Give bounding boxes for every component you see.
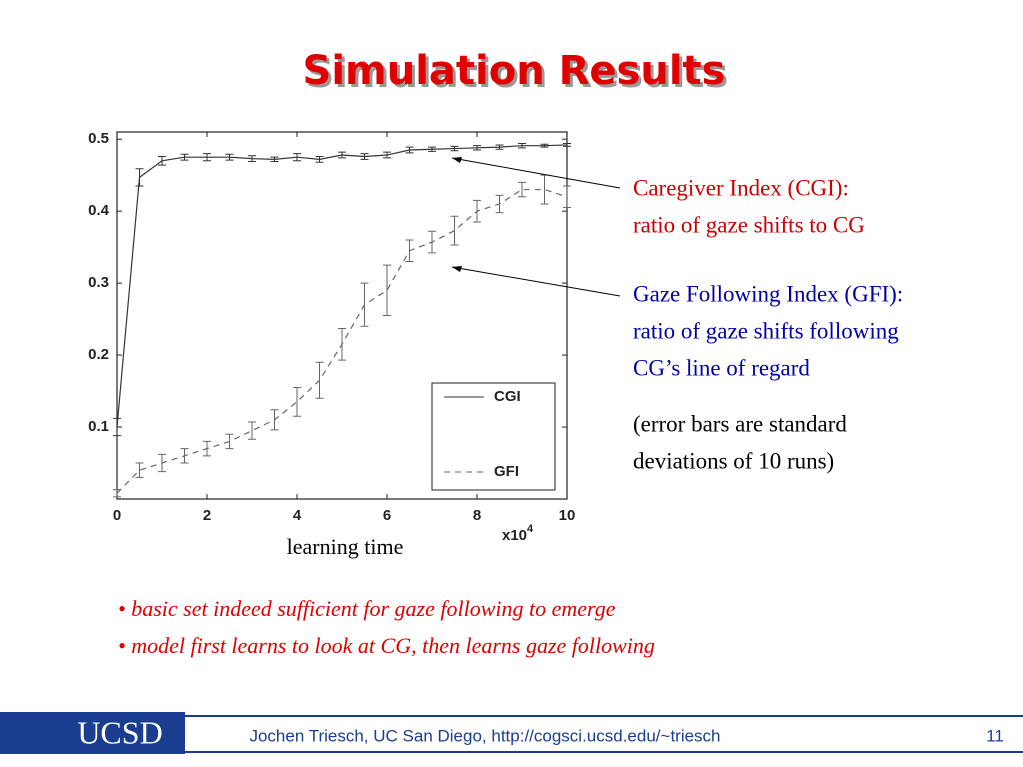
error-bar (203, 153, 211, 162)
x-scale-exponent: 4 (527, 523, 534, 535)
error-bar (450, 145, 459, 152)
x-tick-label: 8 (473, 507, 481, 524)
arrow (451, 157, 621, 189)
logo: UCSD (77, 714, 162, 750)
error-bar (248, 155, 256, 163)
y-tick-label: 0.2 (88, 346, 109, 363)
y-tick-label: 0.3 (88, 274, 109, 291)
annotations: Caregiver Index (CGI): ratio of gaze shif… (118, 157, 903, 658)
error-bar (450, 215, 459, 246)
error-bar (203, 440, 211, 457)
error-bar (473, 145, 481, 151)
error-bar (405, 239, 414, 263)
bullet: • basic set indeed sufficient for gaze f… (118, 596, 616, 621)
title-shadow: Simulation Results (306, 51, 729, 97)
legend-label: GFI (494, 463, 519, 480)
error-bar (428, 146, 436, 152)
error-bar (135, 462, 144, 478)
error-bar (180, 448, 189, 464)
error-bar (113, 489, 121, 498)
error-bar (338, 151, 346, 159)
error-bar (293, 153, 301, 162)
x-tick-label: 0 (113, 507, 121, 524)
error-bar (270, 409, 279, 431)
y-tick-label: 0.4 (88, 202, 110, 219)
annotation: ratio of gaze shifts to CG (633, 212, 865, 237)
annotation: (error bars are standard (633, 411, 847, 436)
arrow-head (452, 266, 462, 272)
error-bar (518, 181, 526, 198)
plot-frame (116, 131, 568, 500)
logo-box (0, 712, 185, 754)
arrow-head (452, 157, 462, 163)
x-scale-base: x10 (502, 527, 527, 544)
error-bar (383, 264, 391, 316)
error-bar (135, 168, 144, 187)
bullet: • model first learns to look at CG, then… (118, 633, 655, 658)
error-bar (113, 417, 121, 437)
x-tick-label: 6 (383, 507, 391, 524)
error-bar (563, 143, 571, 147)
error-bar (270, 156, 279, 163)
error-bar (158, 453, 166, 473)
error-bar (383, 151, 391, 159)
annotation: ratio of gaze shifts following (633, 318, 899, 343)
error-bar (315, 155, 324, 163)
error-bar (315, 361, 324, 399)
error-bar (428, 230, 436, 254)
error-bar (158, 155, 166, 166)
error-bar (360, 153, 369, 160)
y-tick-label: 0.1 (88, 418, 109, 435)
error-bar (225, 153, 234, 161)
error-bar (495, 194, 504, 214)
footer: Jochen Triesch, UC San Diego, http://cog… (249, 726, 720, 745)
x-tick-label: 4 (293, 507, 302, 524)
y-tick-label: 0.5 (88, 130, 109, 147)
x-tick-label: 2 (203, 507, 211, 524)
x-axis-label: learning time (287, 534, 404, 559)
error-bar (360, 282, 369, 327)
error-bar (495, 144, 504, 150)
slide-title: Simulation Results (303, 48, 726, 94)
x-tick-label: 10 (559, 507, 576, 524)
error-bar (180, 153, 189, 161)
error-bar (338, 327, 346, 361)
legend (431, 382, 556, 491)
error-bar (293, 386, 301, 417)
legend-label: CGI (494, 388, 521, 405)
x-scale-label: x104 (502, 523, 534, 544)
error-bar (540, 174, 549, 205)
page-number: 11 (986, 726, 1004, 745)
error-bar (405, 146, 414, 154)
error-bar (225, 433, 234, 450)
arrow (451, 266, 621, 297)
error-bar (563, 185, 571, 209)
error-bar (248, 421, 256, 440)
annotation: deviations of 10 runs) (633, 448, 834, 473)
error-bar (473, 199, 481, 223)
annotation: Caregiver Index (CGI): (633, 175, 849, 200)
annotation: Gaze Following Index (GFI): (633, 281, 903, 306)
annotation: CG’s line of regard (633, 355, 810, 380)
error-bar (540, 143, 549, 148)
error-bar (518, 143, 526, 149)
